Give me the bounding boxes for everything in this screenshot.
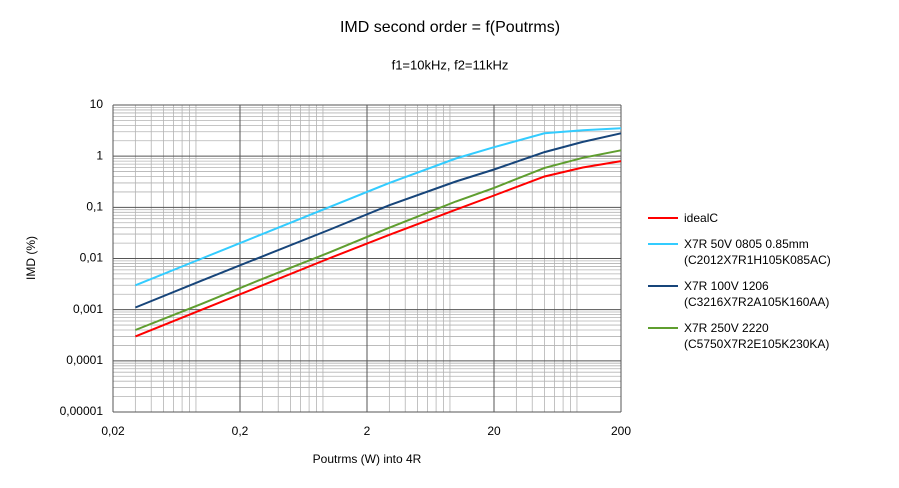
legend: idealC X7R 50V 0805 0.85mm (C2012X7R1H105… bbox=[648, 210, 831, 362]
data-line bbox=[135, 149, 622, 331]
chart-title: IMD second order = f(Poutrms) bbox=[340, 19, 560, 36]
y-tick-label: 0,0001 bbox=[66, 353, 103, 367]
data-line bbox=[135, 160, 622, 338]
legend-swatch bbox=[648, 217, 678, 219]
x-tick-label: 0,02 bbox=[101, 424, 125, 438]
data-line bbox=[135, 132, 622, 309]
y-tick-label: 0,1 bbox=[86, 200, 103, 214]
legend-swatch bbox=[648, 327, 678, 329]
x-tick-label: 200 bbox=[611, 424, 631, 438]
legend-swatch bbox=[648, 243, 678, 245]
legend-label: X7R 50V 0805 0.85mm (C2012X7R1H105K085AC… bbox=[684, 237, 831, 267]
y-tick-label: 0,001 bbox=[73, 302, 103, 316]
y-tick-label: 10 bbox=[90, 97, 104, 111]
x-tick-label: 20 bbox=[487, 424, 501, 438]
chart-subtitle: f1=10kHz, f2=11kHz bbox=[392, 57, 509, 72]
x-axis-label: Poutrms (W) into 4R bbox=[313, 452, 422, 466]
legend-swatch bbox=[648, 285, 678, 287]
data-line bbox=[135, 127, 622, 287]
legend-item: X7R 250V 2220 (C5750X7R2E105K230KA) bbox=[648, 320, 831, 352]
x-tick-label: 0,2 bbox=[232, 424, 249, 438]
y-tick-label: 1 bbox=[96, 148, 103, 162]
legend-item: X7R 50V 0805 0.85mm (C2012X7R1H105K085AC… bbox=[648, 236, 831, 268]
x-tick-label: 2 bbox=[364, 424, 371, 438]
y-axis-label: IMD (%) bbox=[24, 236, 38, 280]
legend-label: X7R 250V 2220 (C5750X7R2E105K230KA) bbox=[684, 321, 830, 351]
y-tick-label: 0,01 bbox=[80, 251, 104, 265]
legend-label: X7R 100V 1206 (C3216X7R2A105K160AA) bbox=[684, 279, 830, 309]
y-tick-label: 0,00001 bbox=[60, 404, 104, 418]
legend-item: idealC bbox=[648, 210, 831, 226]
legend-item: X7R 100V 1206 (C3216X7R2A105K160AA) bbox=[648, 278, 831, 310]
legend-label: idealC bbox=[684, 211, 719, 225]
